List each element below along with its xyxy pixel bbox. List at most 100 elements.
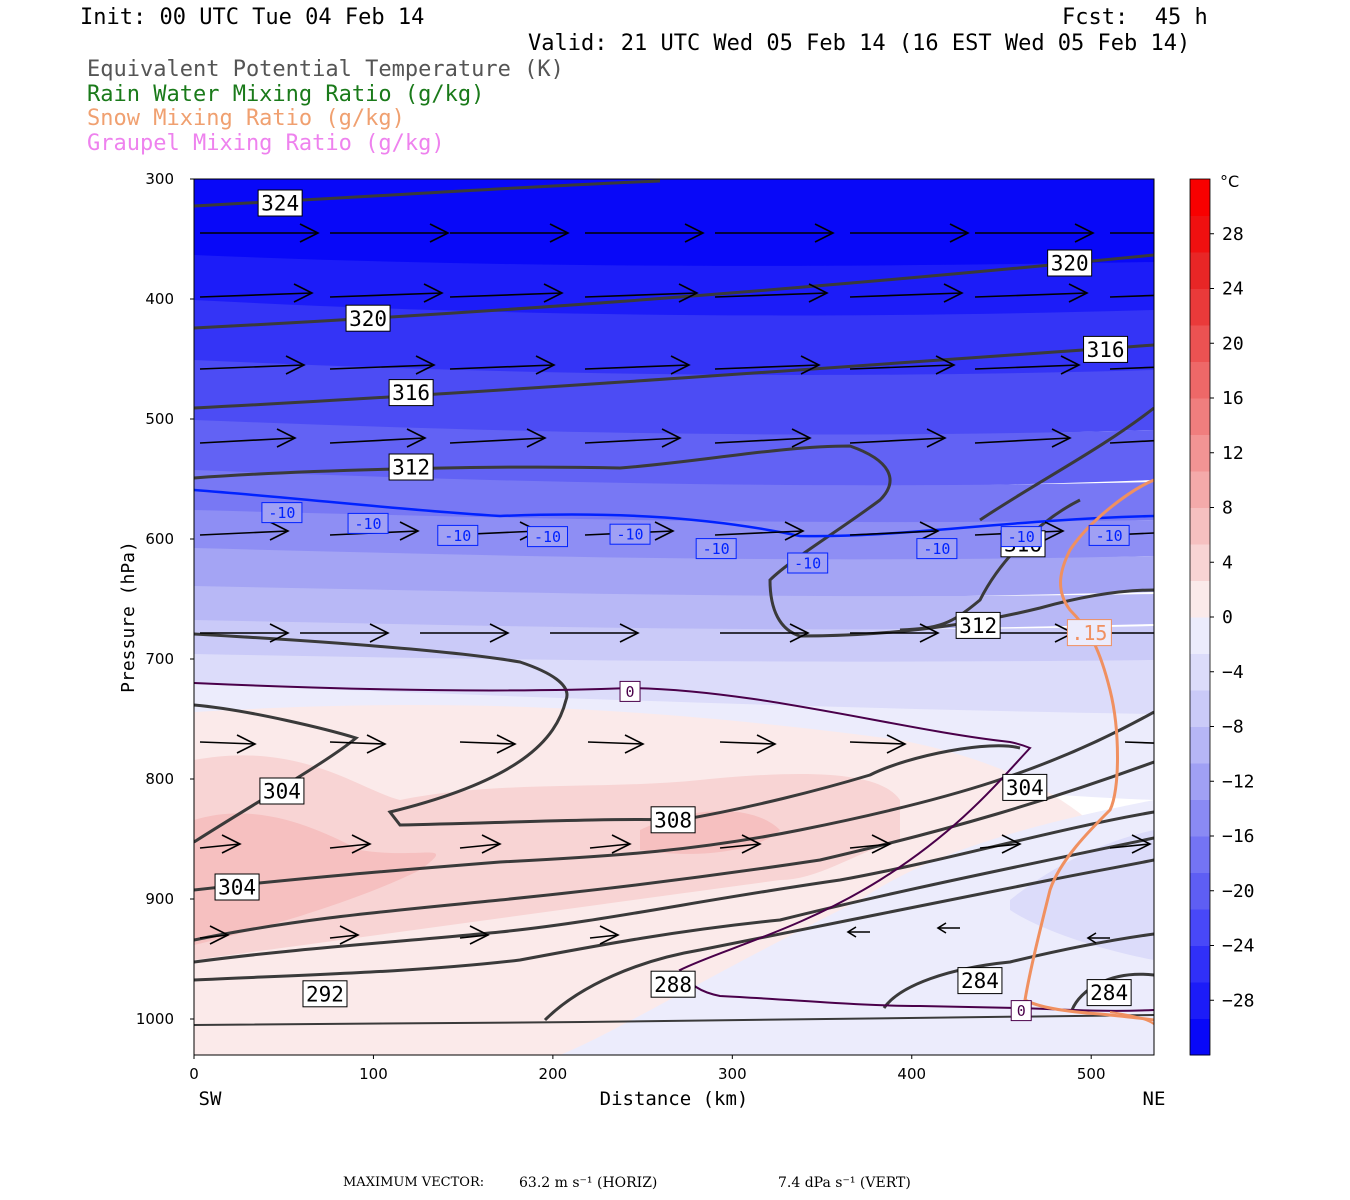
colorbar-swatch bbox=[1190, 617, 1210, 654]
svg-text:0: 0 bbox=[1017, 1002, 1026, 1020]
svg-text:312: 312 bbox=[959, 614, 997, 638]
colorbar-label: −4 bbox=[1222, 662, 1244, 683]
forecast-hour: Fcst: 45 h bbox=[1062, 5, 1208, 30]
wind-vector bbox=[329, 364, 435, 370]
wind-vector-head bbox=[789, 623, 810, 643]
colorbar-label: 16 bbox=[1222, 388, 1244, 409]
wind-vector-head bbox=[654, 521, 675, 541]
wind-vector-head bbox=[814, 223, 835, 243]
svg-text:320: 320 bbox=[349, 307, 387, 331]
wind-vector-head bbox=[611, 834, 632, 854]
colorbar: 28 24 20 16 12 8 4 0 −4 −8 −12 −16 −20 −24 −28 °C bbox=[1189, 172, 1255, 1056]
svg-text:304: 304 bbox=[1006, 776, 1044, 800]
wind-vector-head bbox=[1162, 735, 1180, 753]
svg-text:-10: -10 bbox=[923, 540, 950, 558]
x-axis-label: Distance (km) bbox=[600, 1088, 749, 1110]
temperature-label: -10 bbox=[1088, 524, 1130, 546]
wind-vector bbox=[587, 741, 644, 745]
temperature-label: -10 bbox=[1000, 526, 1042, 548]
y-axis-label: Pressure (hPa) bbox=[118, 541, 139, 693]
temperature-label: -10 bbox=[347, 512, 389, 534]
svg-text:284: 284 bbox=[1090, 981, 1128, 1005]
wind-vector-head bbox=[339, 925, 360, 945]
title-theta-e: Equivalent Potential Temperature (K) bbox=[87, 57, 564, 82]
colorbar-label: −24 bbox=[1222, 936, 1255, 957]
colorbar-swatch bbox=[1190, 544, 1210, 581]
y-tick-label: 400 bbox=[145, 290, 174, 308]
y-tick-label: 900 bbox=[145, 890, 174, 908]
svg-text:288: 288 bbox=[654, 973, 692, 997]
wind-vector-head bbox=[535, 355, 556, 375]
wind-vector bbox=[849, 437, 946, 444]
wind-vector bbox=[199, 741, 256, 745]
wind-vector-head bbox=[543, 283, 564, 303]
temperature-label: 0 bbox=[1010, 1000, 1032, 1022]
wind-vector-head bbox=[943, 283, 964, 303]
colorbar-swatch bbox=[1190, 471, 1210, 508]
wind-vector bbox=[974, 364, 1080, 370]
wind-vector bbox=[714, 364, 820, 370]
wind-vector-head bbox=[949, 223, 970, 243]
wind-vector-head bbox=[1060, 355, 1081, 375]
wind-vector bbox=[199, 934, 229, 939]
x-right-label: NE bbox=[1143, 1088, 1166, 1110]
wind-vector bbox=[719, 741, 776, 745]
x-tick-label: 200 bbox=[539, 1065, 568, 1083]
wind-vector-head bbox=[599, 925, 620, 945]
colorbar-swatch bbox=[1190, 945, 1210, 983]
wind-vector-head bbox=[919, 521, 940, 541]
wind-vector bbox=[849, 364, 955, 370]
wind-vector-head bbox=[886, 734, 907, 754]
plot-frame bbox=[193, 178, 1155, 1056]
temperature-label: 0 bbox=[619, 680, 641, 702]
wind-vector-head bbox=[293, 283, 314, 303]
max-vector-horiz: 63.2 m s⁻¹ (HORIZ) bbox=[519, 1175, 658, 1191]
wind-vector-head bbox=[741, 834, 762, 854]
colorbar-label: 12 bbox=[1222, 443, 1244, 464]
colorbar-swatch bbox=[1190, 763, 1210, 800]
wind-vector bbox=[199, 292, 313, 298]
snow-label: .15 bbox=[1066, 619, 1112, 647]
theta-e-label: 324 bbox=[257, 189, 303, 217]
theta-e-label: 316 bbox=[388, 379, 434, 407]
wind-vector-head bbox=[936, 922, 947, 934]
colorbar-swatch bbox=[1190, 580, 1210, 618]
wind-vector-head bbox=[269, 521, 290, 541]
svg-text:284: 284 bbox=[961, 969, 999, 993]
colorbar-swatch bbox=[1190, 726, 1210, 764]
svg-text:316: 316 bbox=[1087, 338, 1125, 362]
wind-vector bbox=[974, 292, 1088, 298]
y-tick-label: 1000 bbox=[136, 1010, 174, 1028]
wind-vector-head bbox=[423, 283, 444, 303]
wind-vector bbox=[849, 530, 939, 536]
title-snow: Snow Mixing Ratio (g/kg) bbox=[87, 106, 405, 131]
wind-vector bbox=[1124, 741, 1154, 744]
wind-vector-head bbox=[784, 521, 805, 541]
x-tick-label: 500 bbox=[1077, 1065, 1106, 1083]
svg-text:-10: -10 bbox=[616, 526, 643, 544]
theta-e-label: 284 bbox=[957, 967, 1003, 995]
max-vector-vert: 7.4 dPa s⁻¹ (VERT) bbox=[778, 1175, 911, 1191]
theta-e-label: 304 bbox=[1002, 773, 1048, 801]
wind-vector-head bbox=[236, 734, 257, 754]
wind-vector-head bbox=[299, 223, 320, 243]
colorbar-swatch bbox=[1190, 1018, 1210, 1056]
wind-vector-head bbox=[846, 926, 857, 938]
wind-vector-head bbox=[1074, 223, 1095, 243]
wind-vector-head bbox=[808, 283, 829, 303]
colorbar-label: 28 bbox=[1222, 224, 1244, 245]
theta-e-label: 320 bbox=[345, 304, 391, 332]
wind-vector bbox=[589, 843, 631, 849]
wind-vector bbox=[714, 530, 804, 536]
wind-vector-head bbox=[276, 428, 297, 448]
svg-text:-10: -10 bbox=[355, 515, 382, 533]
temperature-label: -10 bbox=[916, 538, 958, 560]
wind-vector-head bbox=[351, 834, 372, 854]
temperature-label: -10 bbox=[261, 502, 303, 524]
svg-text:-10: -10 bbox=[444, 527, 471, 545]
x-tick-label: 0 bbox=[189, 1065, 199, 1083]
svg-text:320: 320 bbox=[1051, 252, 1089, 276]
theta-e-label: 304 bbox=[259, 777, 305, 805]
theta-e-label: 304 bbox=[214, 873, 260, 901]
wind-vector-head bbox=[469, 925, 490, 945]
